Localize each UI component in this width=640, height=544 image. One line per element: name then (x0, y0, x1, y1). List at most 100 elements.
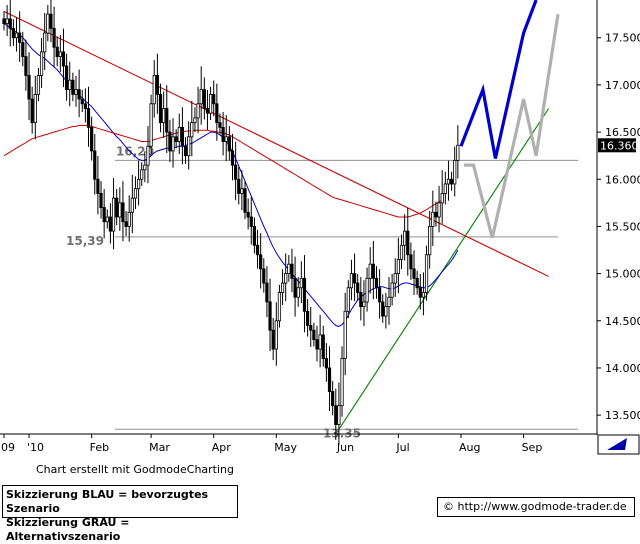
candle-body (93, 150, 97, 180)
candle-body (262, 268, 266, 284)
candle-body (315, 339, 319, 350)
candle-body (208, 93, 213, 114)
candle-body (374, 277, 379, 289)
candle-body (396, 259, 400, 275)
candle-body (377, 287, 382, 303)
x-tick-label: May (274, 441, 297, 454)
candle-body (406, 230, 410, 256)
candle-body (428, 226, 432, 256)
candle-body (234, 164, 238, 180)
candle-body (277, 292, 282, 322)
candle-body (390, 282, 394, 298)
candle-body (152, 75, 156, 105)
candle-body (293, 277, 297, 298)
candle-body (321, 334, 325, 359)
candle-body (111, 197, 116, 232)
candle-body (446, 178, 451, 185)
scenario-grau (464, 13, 560, 239)
candle-body (299, 277, 303, 289)
candle-body (384, 306, 388, 317)
candle-body (5, 18, 9, 24)
candle-body (381, 301, 385, 317)
candle-body (212, 93, 216, 105)
scenario-legend: Skizzierung BLAU = bevorzugtes Szenario … (2, 485, 238, 543)
trendline-1 (338, 108, 550, 430)
source-link[interactable]: © http://www.godmode-trader.de (437, 497, 635, 517)
candle-body (8, 18, 12, 29)
candle-body (33, 93, 37, 124)
candle-body (118, 202, 122, 218)
candle-body (306, 310, 310, 326)
y-tick-label: 14.000 (605, 362, 640, 375)
candle-body (437, 202, 441, 218)
candle-body (61, 51, 66, 67)
candle-body (318, 334, 322, 350)
x-tick-label: '10 (27, 441, 44, 454)
candle-body (2, 18, 6, 24)
candle-body (296, 287, 300, 298)
y-tick-label: 15.500 (605, 220, 640, 233)
candle-body (227, 136, 231, 152)
candle-body (449, 178, 454, 185)
candle-body (331, 391, 335, 407)
candle-body (327, 367, 332, 392)
candle-body (193, 117, 197, 124)
candle-body (403, 230, 407, 246)
x-tick-label: Feb (90, 441, 109, 454)
candle-body (205, 108, 210, 114)
candle-body (55, 46, 59, 58)
candle-body (302, 277, 307, 312)
candle-body (115, 197, 119, 218)
candle-body (412, 268, 416, 279)
candle-body (180, 126, 185, 147)
x-tick-label: Apr (212, 441, 232, 454)
candle-body (349, 273, 354, 289)
x-tick-label: Mar (149, 441, 170, 454)
candle-body (362, 301, 366, 308)
candle-body (280, 282, 285, 293)
candle-body (105, 216, 109, 223)
candle-body (274, 320, 278, 350)
candle-body (415, 277, 419, 289)
candle-body (340, 358, 344, 407)
candle-body (356, 282, 360, 293)
candle-body (71, 79, 75, 95)
level-label-1: 15,39 (66, 234, 104, 248)
candle-body (334, 405, 338, 425)
y-tick-label: 16.500 (605, 126, 640, 139)
candle-body (352, 273, 357, 284)
candle-body (21, 42, 25, 58)
candle-body (324, 358, 328, 369)
candle-body (168, 131, 172, 152)
candle-body (371, 263, 375, 279)
source-url[interactable]: http://www.godmode-trader.de (457, 500, 627, 513)
candle-body (346, 287, 350, 312)
candle-body (453, 159, 457, 185)
candle-body (14, 32, 19, 39)
candle-body (162, 108, 166, 124)
candle-body (127, 211, 131, 227)
candle-body (409, 254, 413, 270)
candle-body (43, 32, 47, 53)
candle-body (11, 27, 15, 39)
candle-body (399, 244, 404, 260)
candle-body (58, 51, 62, 58)
candle-body (171, 136, 175, 152)
candle-body (443, 183, 447, 194)
y-tick-label: 16.000 (605, 173, 640, 186)
corner-arrow-icon (607, 438, 627, 450)
chart-credit: Chart erstellt mit GodmodeCharting (36, 463, 234, 476)
candle-body (77, 89, 81, 100)
candle-body (312, 329, 316, 341)
x-tick-label: Sep (522, 441, 543, 454)
candle-body (252, 226, 256, 246)
candle-body (343, 310, 347, 359)
candle-body (149, 103, 153, 147)
candle-body (268, 301, 272, 331)
candle-body (287, 263, 291, 275)
y-tick-label: 13.500 (605, 409, 640, 422)
candle-body (246, 211, 250, 218)
candle-body (102, 207, 106, 223)
candle-body (99, 193, 103, 208)
